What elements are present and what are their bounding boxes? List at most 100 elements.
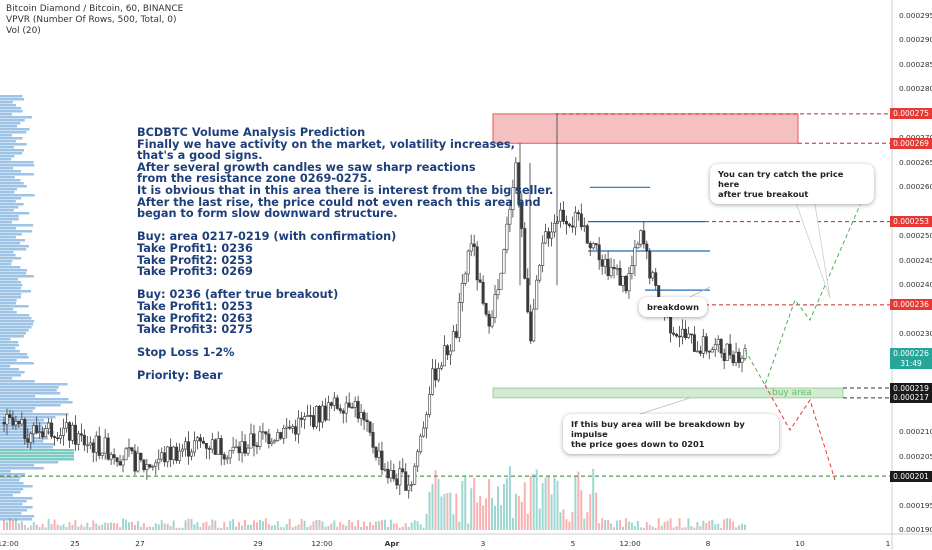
volume-bar bbox=[514, 493, 517, 530]
volume-bar bbox=[339, 522, 342, 530]
time-tick-label: 12:00 bbox=[0, 539, 19, 548]
volume-bar bbox=[380, 520, 383, 530]
volume-profile-row bbox=[0, 473, 26, 476]
candle-body bbox=[50, 422, 54, 437]
price-tag: 0.000201 bbox=[890, 470, 932, 482]
volume-bar bbox=[630, 522, 633, 530]
vpvr-indicator-label[interactable]: VPVR (Number Of Rows, 500, Total, 0) bbox=[6, 15, 177, 25]
analysis-text: BCDBTC Volume Analysis Prediction Finally… bbox=[137, 127, 553, 382]
candle-body bbox=[2, 422, 6, 425]
candle-body bbox=[67, 422, 71, 441]
volume-bar bbox=[449, 492, 452, 530]
candle-body bbox=[23, 419, 27, 440]
volume-bar bbox=[604, 520, 607, 530]
volume-bar bbox=[684, 527, 687, 530]
volume-profile-row bbox=[0, 518, 33, 521]
candle-body bbox=[445, 345, 449, 356]
volume-profile-row bbox=[0, 320, 35, 323]
volume-profile-row bbox=[0, 254, 16, 257]
volume-bar bbox=[586, 512, 589, 530]
volume-profile-row bbox=[0, 515, 35, 518]
volume-profile-row bbox=[0, 299, 17, 302]
candle-body bbox=[404, 471, 408, 491]
candle-body bbox=[407, 484, 411, 491]
volume-bar bbox=[116, 523, 119, 530]
volume-profile-row bbox=[0, 191, 15, 194]
volume-bar bbox=[181, 527, 184, 530]
volume-bar bbox=[327, 525, 330, 530]
candle-body bbox=[520, 202, 524, 229]
candle-body bbox=[249, 433, 253, 449]
volume-profile-row bbox=[0, 236, 16, 239]
price-tag: 0.000236 bbox=[890, 299, 932, 311]
candle-body bbox=[17, 421, 21, 425]
price-tag: 0.000226 bbox=[890, 348, 932, 360]
volume-profile-row bbox=[0, 266, 21, 269]
candle-body bbox=[100, 452, 104, 456]
volume-bar bbox=[288, 518, 291, 530]
volume-bar bbox=[488, 479, 491, 530]
price-tag: 0.000253 bbox=[890, 216, 932, 228]
volume-profile-row bbox=[0, 95, 23, 98]
volume-profile-row bbox=[0, 128, 30, 131]
volume-profile-row bbox=[0, 185, 27, 188]
volume-bar bbox=[559, 512, 562, 530]
volume-bar bbox=[479, 496, 482, 530]
volume-bar bbox=[32, 522, 35, 530]
volume-profile-row bbox=[0, 425, 43, 428]
candle-body bbox=[585, 225, 589, 244]
volume-profile-row bbox=[0, 293, 22, 296]
volume-bar bbox=[708, 520, 711, 530]
candle-body bbox=[523, 228, 527, 279]
volume-profile-row bbox=[0, 146, 14, 149]
candle-body bbox=[538, 265, 542, 281]
volume-profile-row bbox=[0, 362, 34, 365]
volume-profile-row bbox=[0, 239, 26, 242]
candle-body bbox=[20, 419, 24, 425]
candle-body bbox=[630, 265, 634, 274]
volume-profile-row bbox=[0, 107, 22, 110]
volume-bar bbox=[217, 527, 220, 530]
candle-body bbox=[225, 457, 229, 460]
volume-bar bbox=[276, 521, 279, 530]
candle-body bbox=[532, 308, 536, 342]
volume-bar bbox=[306, 527, 309, 530]
symbol-title[interactable]: Bitcoin Diamond / Bitcoin, 60, BINANCE bbox=[6, 4, 184, 14]
candle-body bbox=[124, 448, 128, 461]
impulse-callout-pointer bbox=[639, 397, 691, 415]
candle-body bbox=[303, 416, 307, 420]
candle-body bbox=[53, 436, 57, 439]
volume-profile-row bbox=[0, 509, 27, 512]
volume-bar bbox=[187, 518, 190, 530]
volume-bar bbox=[258, 519, 261, 530]
volume-indicator-label[interactable]: Vol (20) bbox=[6, 26, 41, 36]
volume-bar bbox=[407, 527, 410, 530]
volume-profile-row bbox=[0, 158, 12, 161]
volume-bar bbox=[729, 518, 732, 530]
volume-profile-row bbox=[0, 338, 11, 341]
volume-bar bbox=[669, 518, 672, 530]
volume-bar bbox=[672, 527, 675, 530]
candle-body bbox=[398, 468, 402, 486]
volume-bar bbox=[714, 524, 717, 530]
candle-body bbox=[496, 289, 500, 296]
candle-body bbox=[231, 446, 235, 451]
candle-body bbox=[142, 459, 146, 471]
volume-bar bbox=[717, 523, 720, 530]
volume-profile-row bbox=[0, 323, 34, 326]
volume-bar bbox=[520, 501, 523, 530]
volume-profile-row bbox=[0, 428, 45, 431]
price-tick-label: 0.000205 bbox=[899, 451, 932, 461]
volume-bar bbox=[190, 518, 193, 530]
volume-profile-row bbox=[0, 512, 22, 515]
candle-body bbox=[639, 230, 643, 245]
candle-body bbox=[103, 437, 107, 454]
volume-bar bbox=[541, 483, 544, 530]
volume-profile-row bbox=[0, 395, 36, 398]
volume-bar bbox=[523, 482, 526, 530]
candle-body bbox=[323, 405, 327, 421]
volume-bar bbox=[282, 527, 285, 530]
volume-profile-row bbox=[0, 140, 16, 143]
